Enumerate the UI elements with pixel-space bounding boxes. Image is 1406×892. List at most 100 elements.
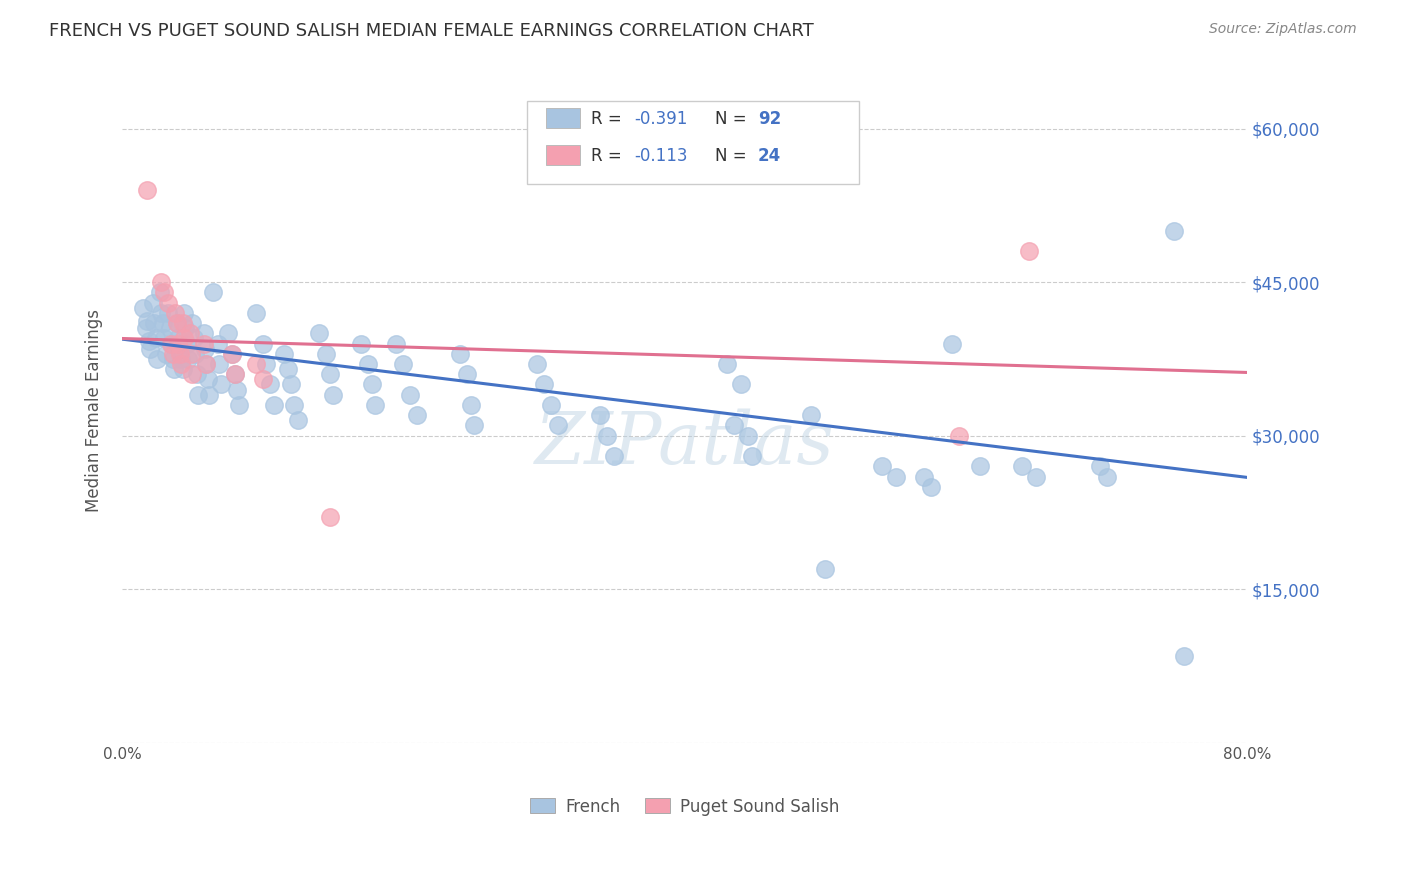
Point bbox=[139, 342, 162, 356]
Point bbox=[252, 336, 274, 351]
Point bbox=[173, 331, 195, 345]
Point bbox=[183, 331, 205, 345]
Legend: French, Puget Sound Salish: French, Puget Sound Salish bbox=[523, 791, 846, 822]
Point bbox=[221, 347, 243, 361]
Point bbox=[226, 383, 249, 397]
Point bbox=[170, 357, 193, 371]
Point bbox=[912, 469, 935, 483]
Text: N =: N = bbox=[716, 147, 752, 165]
Point bbox=[162, 347, 184, 361]
Point bbox=[162, 351, 184, 366]
Point bbox=[1088, 459, 1111, 474]
Point bbox=[169, 342, 191, 356]
Point bbox=[547, 418, 569, 433]
Point bbox=[209, 377, 232, 392]
Text: -0.113: -0.113 bbox=[634, 147, 688, 165]
Point bbox=[884, 469, 907, 483]
Point bbox=[169, 347, 191, 361]
Point bbox=[245, 306, 267, 320]
Point bbox=[322, 387, 344, 401]
Point bbox=[741, 449, 763, 463]
Point bbox=[273, 347, 295, 361]
Point bbox=[187, 387, 209, 401]
Point bbox=[159, 321, 181, 335]
Point bbox=[160, 336, 183, 351]
Point bbox=[149, 285, 172, 300]
Point bbox=[969, 459, 991, 474]
Point bbox=[463, 418, 485, 433]
Point bbox=[526, 357, 548, 371]
Bar bbox=[547, 108, 581, 128]
Point bbox=[143, 316, 166, 330]
Point bbox=[659, 162, 682, 177]
Point bbox=[254, 357, 277, 371]
Text: N =: N = bbox=[716, 110, 752, 128]
Text: 92: 92 bbox=[758, 110, 780, 128]
Point bbox=[603, 449, 626, 463]
Point bbox=[399, 387, 422, 401]
Point bbox=[460, 398, 482, 412]
Point bbox=[224, 368, 246, 382]
Point bbox=[136, 183, 159, 197]
Point bbox=[181, 316, 204, 330]
Point bbox=[533, 377, 555, 392]
Point bbox=[406, 408, 429, 422]
Point bbox=[167, 331, 190, 345]
Point bbox=[245, 357, 267, 371]
Point bbox=[596, 428, 619, 442]
Text: -0.391: -0.391 bbox=[634, 110, 688, 128]
Point bbox=[315, 347, 337, 361]
Point bbox=[1025, 469, 1047, 483]
Point bbox=[814, 561, 837, 575]
Point bbox=[194, 342, 217, 356]
Point bbox=[165, 306, 187, 320]
Bar bbox=[547, 145, 581, 165]
Text: FRENCH VS PUGET SOUND SALISH MEDIAN FEMALE EARNINGS CORRELATION CHART: FRENCH VS PUGET SOUND SALISH MEDIAN FEMA… bbox=[49, 22, 814, 40]
Point bbox=[228, 398, 250, 412]
Point bbox=[180, 347, 202, 361]
Y-axis label: Median Female Earnings: Median Female Earnings bbox=[86, 309, 103, 511]
Point bbox=[132, 301, 155, 315]
Point bbox=[456, 368, 478, 382]
Point bbox=[385, 336, 408, 351]
Point bbox=[202, 285, 225, 300]
Point bbox=[173, 306, 195, 320]
Point bbox=[193, 336, 215, 351]
Point bbox=[800, 408, 823, 422]
Point bbox=[152, 316, 174, 330]
Point bbox=[361, 377, 384, 392]
Point bbox=[166, 316, 188, 330]
Point bbox=[177, 351, 200, 366]
Point bbox=[195, 357, 218, 371]
Point bbox=[142, 295, 165, 310]
Point bbox=[155, 347, 177, 361]
Point bbox=[1163, 224, 1185, 238]
Point bbox=[392, 357, 415, 371]
Point bbox=[170, 351, 193, 366]
Point bbox=[540, 398, 562, 412]
Point bbox=[179, 326, 201, 341]
Point bbox=[263, 398, 285, 412]
Point bbox=[181, 368, 204, 382]
Point bbox=[941, 336, 963, 351]
Point bbox=[166, 316, 188, 330]
Text: 24: 24 bbox=[758, 147, 780, 165]
Point bbox=[948, 428, 970, 442]
Point bbox=[217, 326, 239, 341]
Point bbox=[186, 368, 208, 382]
Point bbox=[702, 142, 724, 156]
Point bbox=[252, 372, 274, 386]
Point bbox=[870, 459, 893, 474]
Point bbox=[259, 377, 281, 392]
Point bbox=[716, 357, 738, 371]
Point bbox=[589, 408, 612, 422]
Text: ZIPatlas: ZIPatlas bbox=[534, 408, 834, 478]
FancyBboxPatch shape bbox=[527, 101, 859, 184]
Point bbox=[193, 326, 215, 341]
Point bbox=[1173, 648, 1195, 663]
Point bbox=[163, 362, 186, 376]
Point bbox=[174, 321, 197, 335]
Point bbox=[308, 326, 330, 341]
Text: R =: R = bbox=[592, 110, 627, 128]
Point bbox=[319, 368, 342, 382]
